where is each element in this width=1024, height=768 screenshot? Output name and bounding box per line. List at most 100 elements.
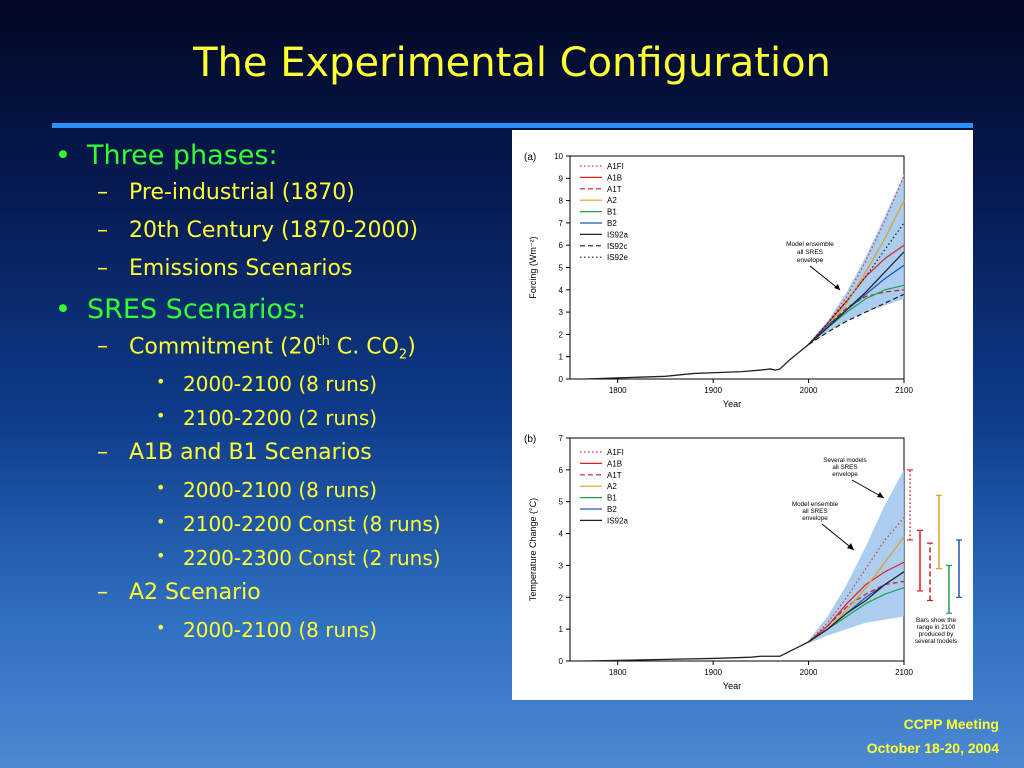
panel-a-y-tick-label: 6 <box>559 241 564 250</box>
bullet-commitment-runs-1: 2000-2100 (8 runs) <box>55 372 515 406</box>
bullet-pre-industrial: Pre-industrial (1870) <box>55 180 515 218</box>
panel-a-y-tick-label: 9 <box>559 174 564 183</box>
panel-b-y-tick-label: 3 <box>559 561 564 570</box>
panel-b-x-tick-label: 2000 <box>800 668 818 677</box>
commitment-sup: th <box>316 334 330 349</box>
panel-a-series-b2 <box>808 264 905 345</box>
panel-a-series-is92c <box>808 293 905 345</box>
footer-date: October 18-20, 2004 <box>866 740 999 756</box>
panel-b-legend-label-is92a: IS92a <box>607 516 628 525</box>
panel-b-annotation: Bars show the <box>916 617 956 624</box>
panel-b-legend-label-a2: A2 <box>607 482 617 491</box>
commitment-sub: 2 <box>398 347 408 363</box>
panel-b-y-tick-label: 1 <box>559 625 564 634</box>
title-divider <box>52 123 973 128</box>
panel-b-x-axis-label: Year <box>723 681 741 691</box>
panel-a-y-axis-label: Forcing (Wm⁻²) <box>528 236 538 298</box>
commitment-text-a: Commitment (20 <box>129 334 317 360</box>
panel-a-label: (a) <box>524 152 536 163</box>
bullet-emissions-scenarios: Emissions Scenarios <box>55 256 515 294</box>
footer: CCPP Meeting October 18-20, 2004 <box>867 712 999 760</box>
commitment-text-c: ) <box>407 334 416 360</box>
panel-b-annotation: produced by <box>919 631 955 638</box>
panel-a-annotation: all SRES <box>797 249 824 256</box>
commitment-text-b: C. CO <box>329 334 399 360</box>
bullet-commitment: Commitment (20th C. CO2) <box>55 334 515 372</box>
panel-a-y-tick-label: 8 <box>559 197 564 206</box>
panel-b-y-tick-label: 0 <box>559 657 564 666</box>
bullet-sres-scenarios: SRES Scenarios: <box>55 294 515 334</box>
panel-a-legend-label-b2: B2 <box>607 219 617 228</box>
panel-b-x-tick-label: 1800 <box>609 668 627 677</box>
panel-b-annotation: all SRES <box>832 464 857 471</box>
panel-a-annotation: Model ensemble <box>786 241 834 248</box>
panel-b-annotation: Model ensemble <box>792 501 839 508</box>
panel-b-envelope <box>808 469 904 644</box>
panel-b-series-is92a <box>808 571 905 643</box>
bullet-commitment-runs-2: 2100-2200 (2 runs) <box>55 406 515 440</box>
panel-b-legend-label-a1fi: A1FI <box>607 448 624 457</box>
panel-b-annotation: all SRES <box>802 508 827 515</box>
panel-b-legend-label-b2: B2 <box>607 505 617 514</box>
panel-a-legend-label-a1t: A1T <box>607 185 622 194</box>
bullet-a2-runs: 2000-2100 (8 runs) <box>55 618 515 652</box>
panel-b-annotation: several models <box>915 638 957 645</box>
panel-a-y-tick-label: 2 <box>559 330 564 339</box>
bullet-a1b-runs-2: 2100-2200 Const (8 runs) <box>55 512 515 546</box>
panel-a-y-tick-label: 5 <box>559 264 564 273</box>
figure-panel: (a) 0 1 2 3 4 5 6 7 8 9 10 1800 1900 2000 2100 Year Forci… <box>512 130 973 700</box>
panel-a-x-tick-label: 1800 <box>609 386 627 395</box>
panel-a-y-tick-label: 7 <box>559 219 564 228</box>
panel-a-y-tick-label: 1 <box>559 353 564 362</box>
panel-b-historical-line <box>584 641 809 662</box>
panel-a-y-tick-label: 4 <box>559 286 564 295</box>
panel-b-legend-label-b1: B1 <box>607 494 617 503</box>
panel-b-series-a1fi <box>808 517 905 643</box>
panel-a-legend-label-b1: B1 <box>607 208 617 217</box>
slide-title: The Experimental Configuration <box>193 40 831 86</box>
panel-b-annotation-arrowhead-1 <box>877 492 884 498</box>
panel-b-series-a1t <box>808 580 905 643</box>
bullet-list: Three phases: Pre-industrial (1870) 20th… <box>55 140 515 652</box>
panel-b-annotation: envelope <box>802 515 828 522</box>
panel-a-x-tick-label: 2000 <box>800 386 818 395</box>
bullet-a2-scenario: A2 Scenario <box>55 580 515 618</box>
panel-b-x-tick-label: 1900 <box>704 668 722 677</box>
bullet-a1b-runs-1: 2000-2100 (8 runs) <box>55 478 515 512</box>
panel-a-y-tick-label: 0 <box>559 375 564 384</box>
panel-b-label: (b) <box>524 434 536 445</box>
panel-a-legend-label-a2: A2 <box>607 196 617 205</box>
panel-b-legend-label-a1t: A1T <box>607 471 622 480</box>
panel-b-y-tick-label: 7 <box>559 434 564 443</box>
panel-a-annotation: envelope <box>797 257 824 264</box>
panel-a-x-tick-label: 1900 <box>704 386 722 395</box>
panel-b-annotation: Several models <box>823 457 866 464</box>
panel-b-annotation: envelope <box>832 471 858 478</box>
panel-b-annotation-arrowhead-2 <box>847 543 854 550</box>
panel-b-y-tick-label: 6 <box>559 466 564 475</box>
panel-a-historical-line <box>584 343 809 380</box>
panel-a-annotation-arrow <box>809 265 841 291</box>
panel-a-series-is92a <box>808 251 905 345</box>
panel-a-envelope <box>808 173 904 346</box>
bullet-three-phases: Three phases: <box>55 140 515 180</box>
footer-meeting: CCPP Meeting <box>903 716 999 732</box>
bullet-a1b-b1: A1B and B1 Scenarios <box>55 440 515 478</box>
panel-b-y-axis-label: Temperature Change (°C) <box>528 498 538 601</box>
panel-a-legend-label-is92c: IS92c <box>607 242 627 251</box>
panel-a-annotation-arrowhead <box>834 284 840 290</box>
panel-b-annotation: range in 2100 <box>917 624 956 631</box>
panel-a-x-axis-label: Year <box>723 399 741 409</box>
panel-a-legend-label-is92e: IS92e <box>607 253 628 262</box>
bullet-a1b-runs-3: 2200-2300 Const (2 runs) <box>55 546 515 580</box>
panel-b-annotation-arrow-2 <box>821 523 855 551</box>
panel-a-series-is92e <box>808 222 905 345</box>
bullet-20th-century: 20th Century (1870-2000) <box>55 218 515 256</box>
panel-a-legend-label-is92a: IS92a <box>607 230 628 239</box>
panel-a-x-tick-label: 2100 <box>895 386 913 395</box>
panel-b-y-tick-label: 5 <box>559 498 564 507</box>
panel-b-y-tick-label: 2 <box>559 593 564 602</box>
panel-a-legend-label-a1b: A1B <box>607 173 622 182</box>
panel-a-legend-label-a1fi: A1FI <box>607 162 624 171</box>
